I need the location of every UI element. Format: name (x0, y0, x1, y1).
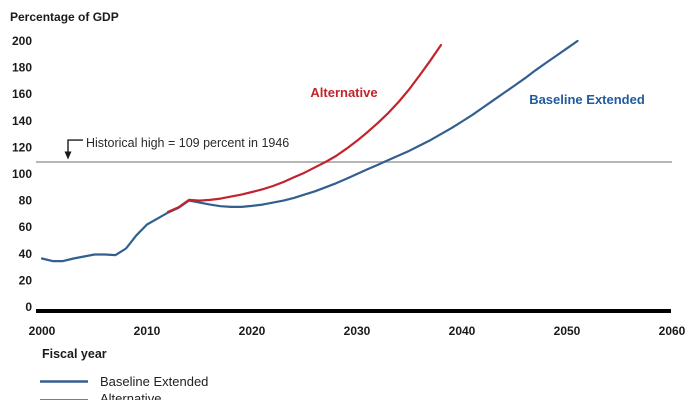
y-tick-label: 120 (12, 140, 32, 154)
annotation-arrow-line (67, 139, 83, 153)
historical-high-annotation: Historical high = 109 percent in 1946 (86, 136, 289, 150)
x-tick-label: 2000 (29, 324, 56, 338)
y-tick-label: 40 (19, 247, 33, 261)
x-tick-label: 2030 (344, 324, 371, 338)
x-tick-label: 2020 (239, 324, 266, 338)
legend-label-baseline-extended: Baseline Extended (100, 374, 208, 389)
y-tick-label: 140 (12, 114, 32, 128)
alternative-line (166, 43, 443, 213)
y-tick-label: 200 (12, 34, 32, 48)
baseline-extended-series-label: Baseline Extended (529, 92, 645, 107)
annotation-arrowhead-icon (64, 151, 72, 160)
alternative-series-label: Alternative (310, 85, 377, 100)
y-tick-label: 180 (12, 61, 32, 75)
y-tick-label: 60 (19, 220, 33, 234)
legend: Baseline Extended Alternative (40, 374, 208, 400)
x-tick-label: 2040 (449, 324, 476, 338)
x-axis-title: Fiscal year (42, 347, 107, 361)
x-tick-label: 2060 (659, 324, 686, 338)
y-tick-label: 20 (19, 273, 33, 287)
y-tick-label: 80 (19, 194, 33, 208)
legend-label-alternative: Alternative (100, 391, 161, 400)
y-tick-label: 0 (25, 300, 32, 314)
y-axis-tick-labels: 0 20 40 60 80 100 120 140 160 180 200 (12, 34, 32, 314)
y-tick-label: 160 (12, 87, 32, 101)
x-axis-tick-labels: 2000 2010 2020 2030 2040 2050 2060 (29, 324, 686, 338)
y-axis-title: Percentage of GDP (10, 10, 119, 24)
x-tick-label: 2010 (134, 324, 161, 338)
baseline-extended-line (40, 39, 579, 263)
x-tick-label: 2050 (554, 324, 581, 338)
y-tick-label: 100 (12, 167, 32, 181)
